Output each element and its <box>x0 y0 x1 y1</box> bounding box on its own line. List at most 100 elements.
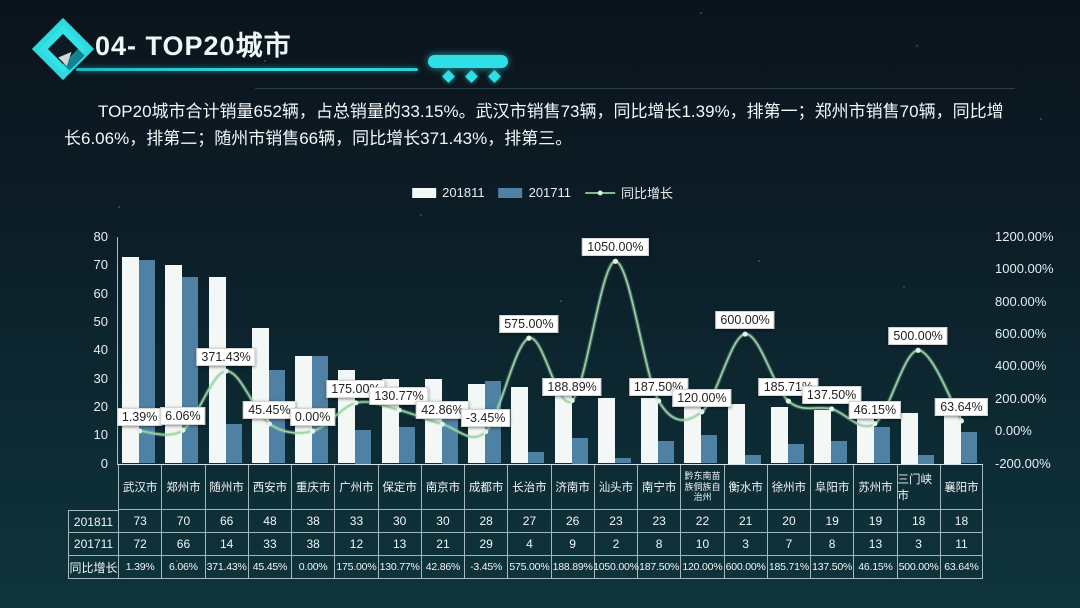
table-cell: 29 <box>464 533 508 556</box>
table-city-cell: 随州市 <box>204 464 248 510</box>
table-cell: 19 <box>810 510 854 533</box>
table-cell: 6.06% <box>161 556 205 579</box>
y-axis-tick: 0 <box>100 455 108 471</box>
table-cell: 1.39% <box>118 556 162 579</box>
chart-legend: 201811 201711 同比增长 <box>412 183 673 202</box>
bar-201811 <box>554 389 572 464</box>
bar-201711 <box>182 276 199 464</box>
table-cell: 63.64% <box>939 556 984 579</box>
table-cell: 371.43% <box>204 556 248 579</box>
table-city-cell: 南京市 <box>420 464 465 510</box>
table-cell: 11 <box>939 533 984 556</box>
bar-201711 <box>701 435 718 464</box>
table-cell: 26 <box>550 510 594 533</box>
table-cell: 38 <box>291 510 335 533</box>
bar-201811 <box>727 404 745 464</box>
bar-201811 <box>511 387 529 464</box>
table-city-cell: 衡水市 <box>723 464 767 510</box>
table-cell: 33 <box>334 510 378 533</box>
deco-bar <box>428 55 508 68</box>
table-cell: 8 <box>810 533 854 556</box>
table-cell: 70 <box>161 510 205 533</box>
data-label: 45.45% <box>243 400 296 419</box>
data-label: 46.15% <box>848 400 902 419</box>
table-city-cell: 成都市 <box>464 464 508 510</box>
table-cell: 0.00% <box>291 556 335 579</box>
deco-diamond-icon <box>442 70 455 83</box>
deco-diamond-icon <box>488 70 501 83</box>
legend-dot-icon <box>597 190 603 195</box>
y2-axis-tick: 1200.00% <box>995 229 1054 244</box>
star-speck <box>903 286 905 288</box>
data-label: 575.00% <box>499 315 559 334</box>
star-speck <box>560 300 562 302</box>
table-cell: 27 <box>507 510 551 533</box>
table-cell: 28 <box>464 510 508 533</box>
table-cell: 22 <box>680 510 724 533</box>
y-axis-tick: 30 <box>93 370 108 386</box>
bar-201811 <box>900 412 918 464</box>
data-label: 120.00% <box>672 388 732 407</box>
legend-item: 201711 <box>498 185 572 200</box>
table-city-cell: 保定市 <box>377 464 421 510</box>
bar-201811 <box>122 256 139 464</box>
line-marker <box>526 335 532 341</box>
bar-201711 <box>831 440 847 464</box>
table-city-cell: 汕头市 <box>593 464 638 510</box>
legend-label: 201811 <box>442 185 485 200</box>
table-cell: 13 <box>377 533 421 556</box>
legend-label: 同比增长 <box>621 186 674 201</box>
data-label: 0.00% <box>289 408 336 427</box>
legend-swatch <box>498 187 523 198</box>
table-cell: 38 <box>291 533 335 556</box>
data-label: 42.86% <box>416 401 469 420</box>
bar-201711 <box>658 440 674 464</box>
bar-201711 <box>225 423 242 464</box>
table-cell: 1050.00% <box>593 556 639 579</box>
bar-201711 <box>614 457 631 464</box>
table-cell: 66 <box>161 533 205 556</box>
data-label: 130.77% <box>369 387 429 405</box>
bar-201711 <box>398 426 415 464</box>
bar-201811 <box>641 398 658 464</box>
line-marker <box>742 331 748 337</box>
star-speck <box>420 214 422 216</box>
legend-label: 201711 <box>528 185 572 200</box>
bar-201711 <box>744 455 761 464</box>
star-speck <box>916 45 918 47</box>
bar-201711 <box>787 443 804 464</box>
header-divider <box>255 88 1015 89</box>
bar-201711 <box>139 259 155 464</box>
line-marker <box>915 347 921 353</box>
data-label: 6.06% <box>160 407 206 426</box>
y-axis-tick: 70 <box>93 257 108 273</box>
summary-text: TOP20城市合计销量652辆，占总销量的33.15%。武汉市销售73辆，同比增… <box>64 102 1004 148</box>
table-cell: 30 <box>377 510 421 533</box>
table-cell: 4 <box>507 533 551 556</box>
data-label: 63.64% <box>935 397 988 416</box>
table-cell: 13 <box>853 533 897 556</box>
table-cell: 2 <box>593 533 638 556</box>
y2-axis-tick: 0.00% <box>995 423 1032 439</box>
table-cell: 175.00% <box>334 556 378 579</box>
table-cell: 21 <box>723 510 767 533</box>
table-cell: 45.45% <box>247 556 292 579</box>
bar-201811 <box>165 265 183 464</box>
deco-diamond-icon <box>465 70 478 83</box>
bar-201811 <box>943 412 961 464</box>
data-label: 500.00% <box>888 327 948 346</box>
table-city-cell: 徐州市 <box>766 464 811 510</box>
data-label: 188.89% <box>542 377 602 396</box>
table-cell: 130.77% <box>377 556 421 579</box>
table-city-cell: 郑州市 <box>161 464 205 510</box>
table-cell: 48 <box>247 510 292 533</box>
table-cell: 8 <box>637 533 681 556</box>
table-cell: 185.71% <box>766 556 811 579</box>
table-cell: 18 <box>939 510 984 533</box>
y-axis-line <box>117 237 118 464</box>
data-label: 600.00% <box>715 311 775 330</box>
y2-axis-tick: 1000.00% <box>995 261 1054 277</box>
y2-axis-tick: 200.00% <box>995 390 1047 406</box>
table-cell: 19 <box>853 510 897 533</box>
table-city-cell: 广州市 <box>334 464 378 510</box>
